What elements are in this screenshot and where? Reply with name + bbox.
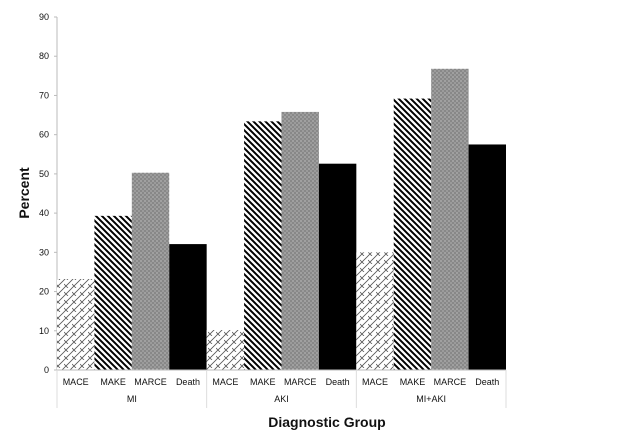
category-label: Death (475, 377, 499, 387)
bars (57, 68, 506, 371)
category-label: MAKE (100, 377, 126, 387)
category-label: MACE (212, 377, 238, 387)
bar-mi-aki-death (468, 144, 506, 370)
group-label: MI+AKI (416, 394, 446, 404)
bar-mi-aki-make (393, 98, 432, 371)
bar-mi-marce (131, 172, 170, 370)
y-tick-label: 0 (44, 365, 49, 375)
bar-mi-death (169, 244, 207, 370)
y-axis-title: Percent (16, 167, 32, 219)
group-label: MI (127, 394, 137, 404)
x-axis: MACE MAKE MARCE Death MI MACE MAKE MARCE Death AK… (56, 369, 507, 408)
category-label: MARCE (134, 377, 167, 387)
y-tick-label: 50 (39, 169, 49, 179)
bar-mi-mace (57, 279, 95, 370)
y-axis: 0 10 20 30 40 50 60 70 80 90 (39, 12, 58, 375)
bar-aki-marce (281, 111, 319, 370)
category-label: MARCE (434, 377, 467, 387)
category-label: MACE (362, 377, 388, 387)
bar-mi-make (94, 215, 132, 370)
y-tick-label: 30 (39, 247, 49, 257)
bar-aki-make (244, 121, 282, 370)
x-axis-title: Diagnostic Group (268, 414, 385, 430)
y-tick-label: 60 (39, 130, 49, 140)
category-label: MAKE (250, 377, 276, 387)
bar-aki-death (318, 163, 357, 370)
y-tick-label: 70 (39, 90, 49, 100)
category-label: MARCE (284, 377, 317, 387)
category-label: Death (176, 377, 200, 387)
bar-aki-mace (206, 329, 245, 370)
y-tick-label: 80 (39, 51, 49, 61)
bar-mi-aki-marce (431, 68, 469, 371)
y-tick-label: 40 (39, 208, 49, 218)
category-label: Death (326, 377, 350, 387)
y-tick-label: 10 (39, 326, 49, 336)
y-tick-label: 90 (39, 12, 49, 22)
bar-mi-aki-mace (356, 252, 394, 370)
category-label: MAKE (400, 377, 426, 387)
category-label: MACE (63, 377, 89, 387)
group-label: AKI (274, 394, 289, 404)
y-tick-label: 20 (39, 287, 49, 297)
